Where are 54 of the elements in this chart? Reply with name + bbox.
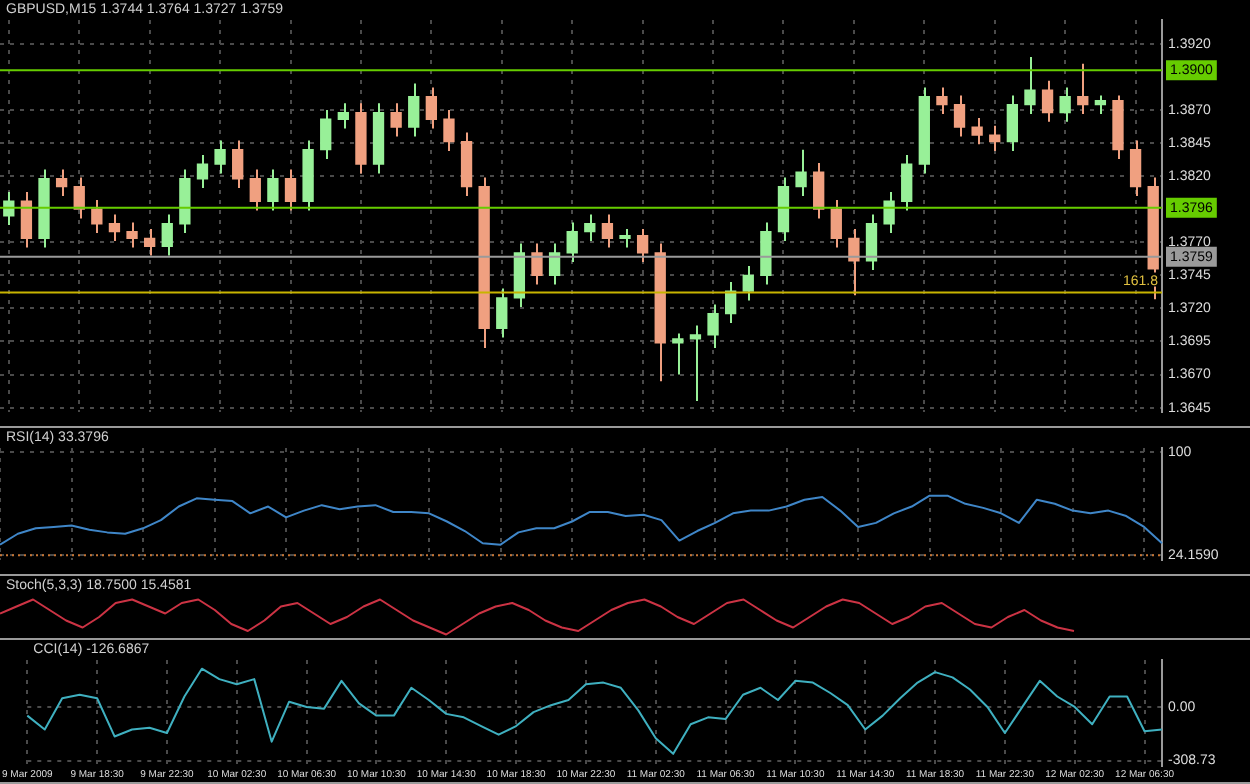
candlestick [55, 168, 68, 197]
candlestick [813, 161, 825, 220]
candlestick [1094, 94, 1107, 115]
candlestick [936, 86, 948, 115]
candlestick [1059, 86, 1071, 123]
candlestick [760, 221, 772, 286]
candlestick [337, 102, 349, 130]
candlestick [953, 94, 966, 138]
candlestick [249, 168, 261, 212]
candlestick [1006, 94, 1019, 152]
candlestick [91, 198, 103, 234]
candlestick [284, 168, 297, 212]
candlestick [601, 213, 614, 249]
candlestick [496, 287, 508, 339]
candlestick [865, 213, 878, 272]
candlestick [883, 190, 895, 234]
candlestick [742, 265, 754, 302]
candlestick [636, 228, 649, 264]
candlestick [848, 228, 860, 297]
candlestick [179, 168, 191, 234]
candlestick [443, 108, 455, 152]
candlestick [777, 176, 790, 242]
candlestick [1041, 79, 1054, 123]
candlestick [689, 324, 702, 403]
candlestick [795, 148, 807, 197]
candlestick [214, 139, 226, 175]
candlestick [584, 213, 596, 242]
candlestick [548, 242, 561, 286]
candlestick [531, 242, 543, 286]
candlestick [320, 108, 332, 160]
candlestick [196, 153, 209, 190]
candlestick [20, 190, 33, 249]
candlestick [619, 228, 631, 249]
candlestick [460, 131, 473, 197]
candlestick [901, 153, 913, 212]
candlestick [425, 86, 438, 130]
candlestick [707, 303, 719, 350]
candlestick [143, 228, 156, 257]
candlestick [73, 176, 85, 220]
candlestick [1077, 62, 1089, 115]
candlestick [989, 124, 1001, 152]
candlestick [672, 332, 684, 376]
candlestick [566, 221, 578, 264]
candlestick [408, 82, 420, 138]
candlestick [971, 116, 983, 146]
candlestick [108, 213, 121, 242]
candlestick [232, 139, 244, 190]
candlestick [161, 213, 173, 257]
candlestick [390, 102, 402, 138]
candlestick [126, 221, 138, 249]
candlestick [830, 198, 842, 249]
candlestick [1129, 139, 1142, 197]
candlestick [267, 168, 279, 212]
candlestick [1024, 56, 1036, 115]
